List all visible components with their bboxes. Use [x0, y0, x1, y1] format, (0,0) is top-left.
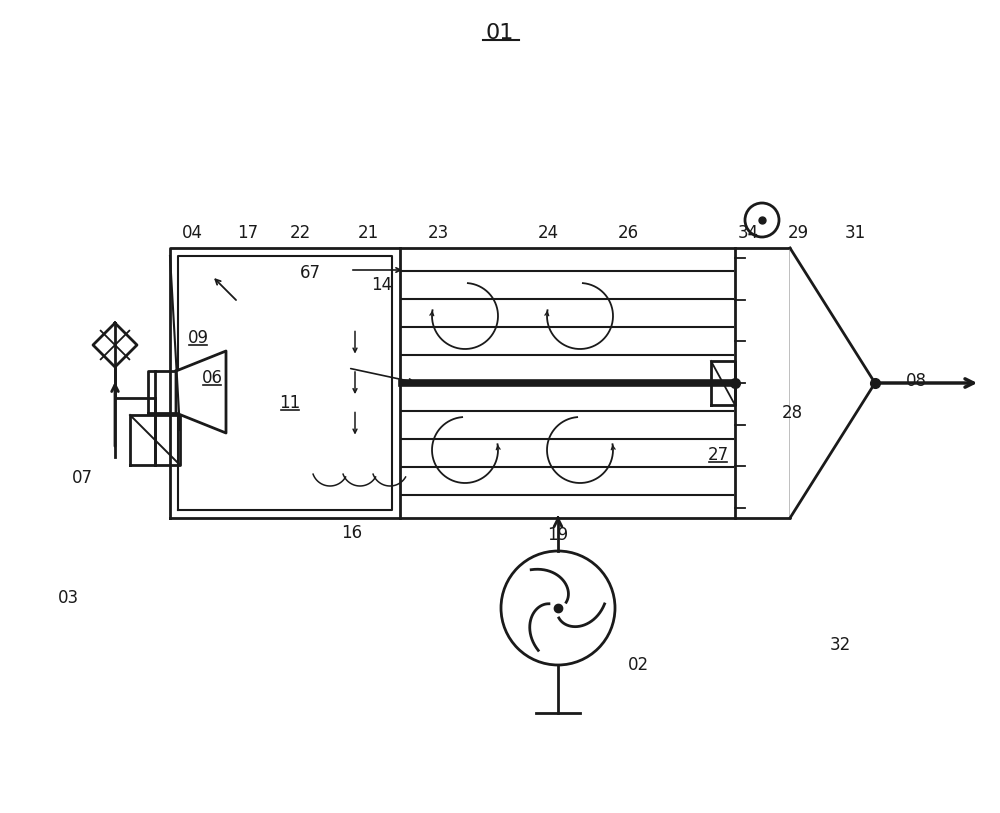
Text: 06: 06 — [202, 369, 222, 387]
Circle shape — [745, 203, 779, 237]
Text: 08: 08 — [906, 372, 926, 390]
Text: 28: 28 — [781, 404, 803, 422]
Text: 02: 02 — [627, 656, 649, 674]
Text: 04: 04 — [182, 224, 202, 242]
Text: 31: 31 — [844, 224, 866, 242]
Text: 07: 07 — [72, 469, 92, 487]
Text: 24: 24 — [537, 224, 559, 242]
Text: 21: 21 — [357, 224, 379, 242]
Text: 19: 19 — [547, 526, 569, 544]
Text: 26: 26 — [617, 224, 639, 242]
Text: 03: 03 — [57, 589, 79, 607]
Text: 01: 01 — [486, 23, 514, 43]
Text: 29: 29 — [787, 224, 809, 242]
Text: 11: 11 — [279, 394, 301, 412]
Text: 16: 16 — [341, 524, 363, 542]
Text: 17: 17 — [237, 224, 259, 242]
Text: 27: 27 — [707, 446, 729, 464]
Text: 23: 23 — [427, 224, 449, 242]
Text: 32: 32 — [829, 636, 851, 654]
Text: 22: 22 — [289, 224, 311, 242]
Circle shape — [501, 551, 615, 665]
Text: 67: 67 — [300, 264, 320, 282]
Text: 09: 09 — [188, 329, 208, 347]
Text: 34: 34 — [737, 224, 759, 242]
Polygon shape — [176, 351, 226, 433]
Text: 14: 14 — [371, 276, 393, 294]
Polygon shape — [790, 248, 875, 518]
